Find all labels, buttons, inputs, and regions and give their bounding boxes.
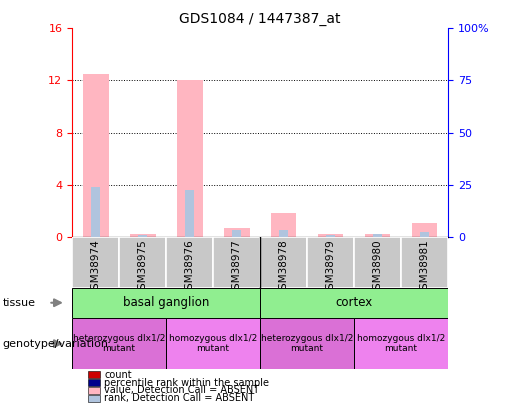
Bar	[72, 237, 119, 288]
Bar	[166, 237, 213, 288]
Bar	[411, 223, 437, 237]
Text: genotype/variation: genotype/variation	[3, 339, 109, 349]
Bar	[260, 237, 307, 288]
Bar	[420, 232, 429, 237]
Bar	[279, 230, 288, 237]
Text: GSM38974: GSM38974	[91, 239, 100, 296]
Text: homozygous dlx1/2
mutant: homozygous dlx1/2 mutant	[357, 334, 445, 353]
Text: GSM38977: GSM38977	[232, 239, 242, 296]
Text: tissue: tissue	[3, 298, 36, 308]
Bar	[260, 288, 448, 318]
Text: GSM38980: GSM38980	[372, 239, 383, 296]
Bar	[166, 318, 260, 369]
Bar	[260, 318, 354, 369]
Text: GSM38978: GSM38978	[279, 239, 288, 296]
Bar	[232, 230, 241, 237]
Bar	[119, 237, 166, 288]
Bar	[327, 235, 335, 237]
Text: cortex: cortex	[335, 296, 373, 309]
Text: heterozygous dlx1/2
mutant: heterozygous dlx1/2 mutant	[261, 334, 353, 353]
Bar	[177, 81, 202, 237]
Text: percentile rank within the sample: percentile rank within the sample	[104, 377, 269, 388]
Bar	[354, 237, 401, 288]
Text: heterozygous dlx1/2
mutant: heterozygous dlx1/2 mutant	[73, 334, 165, 353]
Text: rank, Detection Call = ABSENT: rank, Detection Call = ABSENT	[104, 393, 254, 403]
Bar	[354, 318, 448, 369]
Text: basal ganglion: basal ganglion	[123, 296, 209, 309]
Bar	[139, 235, 147, 237]
Text: GSM38975: GSM38975	[138, 239, 148, 296]
Bar	[373, 234, 382, 237]
Bar	[72, 318, 166, 369]
Text: value, Detection Call = ABSENT: value, Detection Call = ABSENT	[104, 386, 259, 395]
Text: homozygous dlx1/2
mutant: homozygous dlx1/2 mutant	[169, 334, 257, 353]
Bar	[83, 74, 109, 237]
Bar	[365, 234, 390, 237]
Text: GSM38976: GSM38976	[184, 239, 195, 296]
Text: GSM38981: GSM38981	[420, 239, 430, 296]
Bar	[91, 187, 100, 237]
Bar	[401, 237, 448, 288]
Bar	[318, 234, 344, 237]
Bar	[72, 288, 260, 318]
Bar	[307, 237, 354, 288]
Text: GSM38979: GSM38979	[325, 239, 336, 296]
Bar	[130, 234, 156, 237]
Bar	[185, 190, 194, 237]
Text: count: count	[104, 370, 132, 379]
Bar	[213, 237, 260, 288]
Bar	[224, 228, 249, 237]
Bar	[271, 213, 297, 237]
Title: GDS1084 / 1447387_at: GDS1084 / 1447387_at	[179, 12, 341, 26]
